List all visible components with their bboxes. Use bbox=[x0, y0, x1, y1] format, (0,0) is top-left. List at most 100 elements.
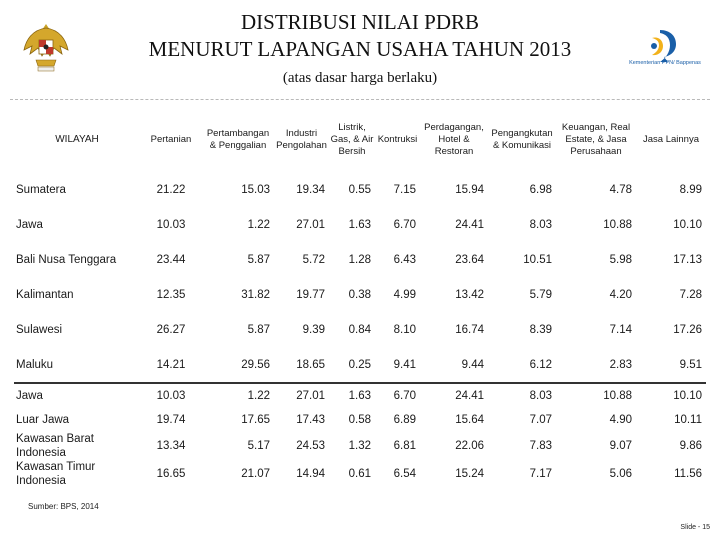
table-cell: 6.98 bbox=[529, 183, 552, 196]
column-header: Pertambangan & Penggalian bbox=[206, 128, 270, 151]
table-cell: 16.74 bbox=[455, 323, 484, 336]
table-cell: 9.51 bbox=[679, 358, 702, 371]
bappenas-logo-text: Kementerian PPN/ Bappenas bbox=[629, 60, 701, 66]
table-cell: 17.43 bbox=[296, 414, 325, 426]
table-cell: 7.83 bbox=[529, 440, 552, 452]
table-cell: 12.35 bbox=[156, 288, 186, 301]
table-cell: 0.61 bbox=[348, 468, 371, 480]
table-cell: 1.22 bbox=[202, 382, 274, 408]
column-header: Perdagangan, Hotel & Restoran bbox=[424, 122, 484, 157]
table-cell: 8.03 bbox=[529, 218, 552, 231]
table-cell: 13.34 bbox=[156, 440, 186, 452]
row-label: Sulawesi bbox=[16, 323, 63, 336]
row-label: Jawa bbox=[14, 382, 140, 408]
table-cell: 15.64 bbox=[455, 414, 484, 426]
table-cell: 9.41 bbox=[393, 358, 416, 371]
table-cell: 10.10 bbox=[636, 382, 706, 408]
column-header: Keuangan, Real Estate, & Jasa Perusahaan bbox=[561, 122, 631, 157]
row-label: Kalimantan bbox=[16, 288, 74, 301]
table-cell: 15.24 bbox=[455, 468, 484, 480]
table-cell: 10.51 bbox=[523, 253, 552, 266]
bappenas-logo-icon bbox=[651, 30, 676, 62]
table-row: Kalimantan 12.35 31.82 19.77 0.38 4.99 13.42 5.… bbox=[14, 277, 706, 312]
row-label: Bali Nusa Tenggara bbox=[16, 253, 117, 266]
table-cell: 17.13 bbox=[673, 253, 702, 266]
table-cell: 7.15 bbox=[393, 183, 416, 196]
table-row: Jawa 10.03 1.22 27.01 1.63 6.70 24.41 8.03 10.88… bbox=[14, 382, 706, 408]
table-cell: 8.99 bbox=[679, 183, 702, 196]
table-row: Bali Nusa Tenggara 23.44 5.87 5.72 1.28 6.43 2… bbox=[14, 242, 706, 277]
table-cell: 24.53 bbox=[296, 440, 325, 452]
pdrb-table: WILAYAH Pertanian Pertambangan & Penggal… bbox=[14, 108, 706, 488]
table-cell: 5.79 bbox=[529, 288, 552, 301]
table-cell: 10.11 bbox=[674, 414, 702, 426]
table-cell: 19.77 bbox=[296, 288, 325, 301]
table-cell: 8.39 bbox=[529, 323, 552, 336]
table-cell: 15.03 bbox=[241, 183, 270, 196]
table-cell: 4.99 bbox=[393, 288, 416, 301]
row-label: Sumatera bbox=[16, 183, 66, 196]
table-cell: 1.63 bbox=[348, 218, 371, 231]
table-cell: 0.38 bbox=[348, 288, 371, 301]
table-cell: 6.81 bbox=[393, 440, 416, 452]
table-cell: 22.06 bbox=[455, 440, 484, 452]
table-cell: 29.56 bbox=[241, 358, 270, 371]
title-line-1: DISTRIBUSI NILAI PDRB bbox=[240, 10, 479, 34]
table-cell: 5.87 bbox=[247, 323, 270, 336]
table-row: Kawasan Barat Indonesia 13.34 5.17 24.53 1.3… bbox=[14, 432, 706, 460]
title-line-2: MENURUT LAPANGAN USAHA TAHUN 2013 bbox=[148, 37, 572, 61]
table-cell: 8.10 bbox=[393, 323, 416, 336]
table-cell: 26.27 bbox=[156, 323, 186, 336]
table-cell: 4.90 bbox=[609, 414, 632, 426]
table-row: Maluku 14.21 29.56 18.65 0.25 9.41 9.44 6.12 2.8… bbox=[14, 347, 706, 383]
table-cell: 10.10 bbox=[673, 218, 702, 231]
table-cell: 2.83 bbox=[609, 358, 632, 371]
table-cell: 1.28 bbox=[348, 253, 371, 266]
table-cell: 21.07 bbox=[241, 468, 270, 480]
table-row: Jawa 10.03 1.22 27.01 1.63 6.70 24.41 8.03 10.88… bbox=[14, 207, 706, 242]
column-header: Jasa Lainnya bbox=[643, 134, 699, 145]
row-label: Kawasan Timur Indonesia bbox=[16, 461, 96, 487]
table-cell: 8.03 bbox=[488, 382, 556, 408]
slide-number: Slide - 15 bbox=[680, 524, 710, 531]
table-cell: 5.17 bbox=[247, 440, 270, 452]
table-cell: 27.01 bbox=[274, 382, 329, 408]
garuda-emblem-icon bbox=[23, 24, 69, 72]
table-cell: 21.22 bbox=[156, 183, 186, 196]
table-cell: 7.14 bbox=[609, 323, 632, 336]
table-cell: 17.65 bbox=[241, 414, 270, 426]
column-header: Kontruksi bbox=[377, 134, 418, 145]
table-header-row: WILAYAH Pertanian Pertambangan & Penggal… bbox=[14, 108, 706, 172]
table-cell: 31.82 bbox=[241, 288, 270, 301]
table-cell: 10.03 bbox=[156, 218, 186, 231]
table-cell: 0.25 bbox=[348, 358, 371, 371]
subtitle: (atas dasar harga berlaku) bbox=[282, 70, 438, 86]
table-cell: 19.74 bbox=[156, 414, 186, 426]
table-cell: 17.26 bbox=[673, 323, 702, 336]
table-cell: 10.88 bbox=[556, 382, 636, 408]
table-cell: 5.98 bbox=[609, 253, 632, 266]
table-cell: 0.84 bbox=[348, 323, 371, 336]
table-cell: 9.44 bbox=[461, 358, 484, 371]
column-header: Pertanian bbox=[150, 134, 192, 145]
table-cell: 1.63 bbox=[329, 382, 375, 408]
table-cell: 5.87 bbox=[247, 253, 270, 266]
table-cell: 10.03 bbox=[140, 382, 202, 408]
row-label: Kawasan Barat Indonesia bbox=[16, 433, 94, 459]
table-cell: 23.64 bbox=[455, 253, 484, 266]
table-cell: 0.55 bbox=[348, 183, 371, 196]
table-cell: 7.17 bbox=[529, 468, 552, 480]
table-cell: 14.21 bbox=[156, 358, 186, 371]
table-cell: 6.43 bbox=[393, 253, 416, 266]
column-header: Industri Pengolahan bbox=[276, 128, 327, 151]
table-cell: 7.07 bbox=[529, 414, 552, 426]
row-label: Maluku bbox=[16, 358, 54, 371]
table-cell: 7.28 bbox=[679, 288, 702, 301]
table-cell: 13.42 bbox=[455, 288, 484, 301]
table-cell: 4.78 bbox=[609, 183, 632, 196]
table-cell: 24.41 bbox=[420, 382, 488, 408]
table-cell: 9.07 bbox=[609, 440, 632, 452]
table-cell: 18.65 bbox=[296, 358, 325, 371]
table-cell: 6.70 bbox=[375, 382, 420, 408]
table-cell: 6.54 bbox=[393, 468, 416, 480]
